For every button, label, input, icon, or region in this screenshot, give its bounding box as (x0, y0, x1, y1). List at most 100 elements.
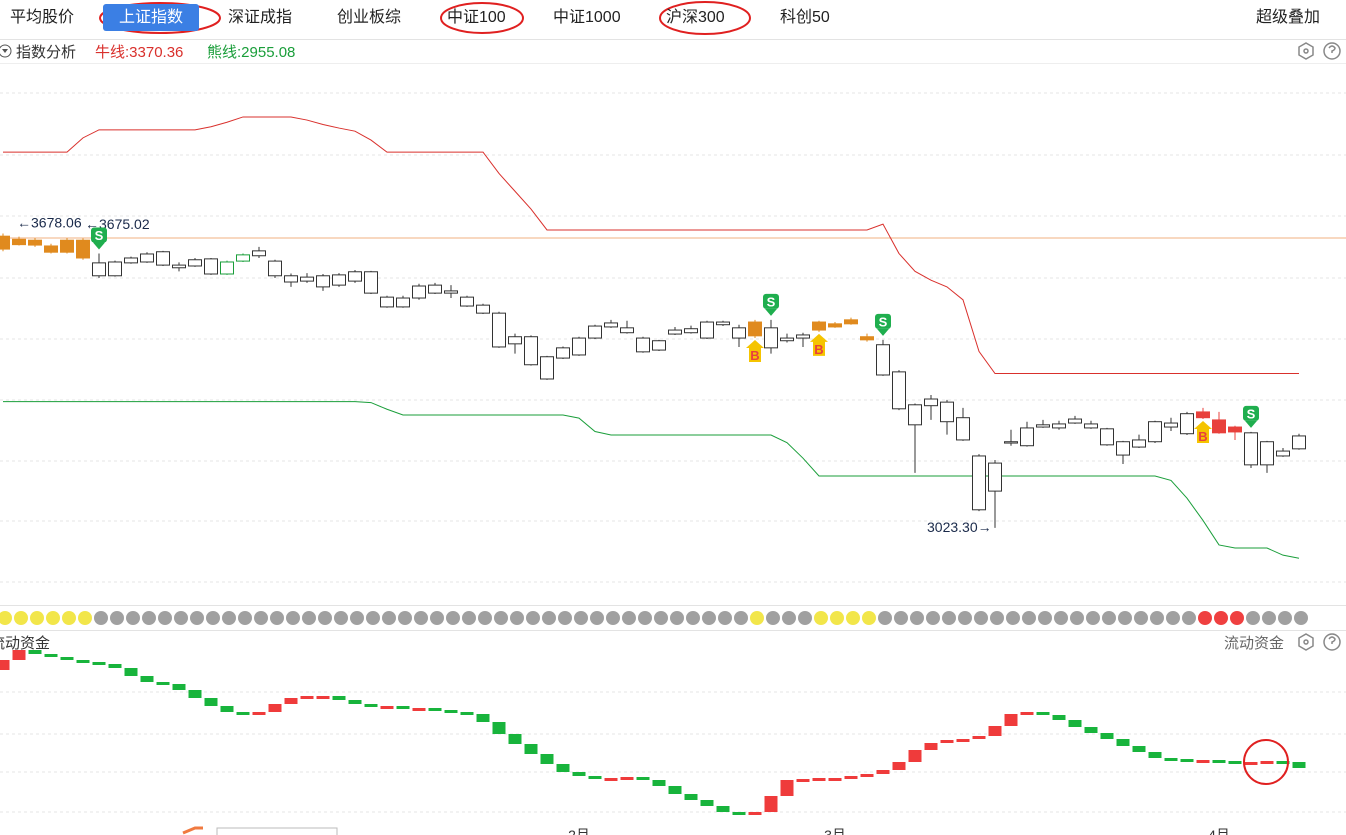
collapse-icon[interactable] (0, 44, 12, 58)
state-dot (750, 611, 764, 625)
state-dot (990, 611, 1004, 625)
flow-bar (1036, 712, 1050, 715)
candle-body (684, 328, 698, 334)
state-dot (766, 611, 780, 625)
flow-bar (460, 712, 474, 715)
state-dot (670, 611, 684, 625)
state-dot (606, 611, 620, 625)
buy-label: B (750, 348, 759, 363)
candle-body (1260, 441, 1274, 466)
flow-bar (396, 706, 410, 709)
flow-bar (764, 796, 778, 812)
state-dot (94, 611, 108, 625)
flow-bar (252, 712, 266, 715)
tab-active[interactable]: 上证指数 (103, 4, 200, 31)
tab[interactable]: 平均股价 (10, 9, 75, 26)
candle-body (1164, 422, 1178, 428)
candle-body (604, 322, 618, 328)
flow-bar (748, 812, 762, 815)
flow-bar (988, 726, 1002, 736)
candle-body (1180, 413, 1194, 435)
highlight-circles (99, 1, 1289, 785)
state-dot (1278, 611, 1292, 625)
state-dot (1022, 611, 1036, 625)
state-dot (686, 611, 700, 625)
tab[interactable]: 科创50 (780, 9, 830, 26)
flow-bar (476, 714, 490, 722)
state-dot (1230, 611, 1244, 625)
candle-body (156, 251, 170, 266)
candle-body (412, 285, 426, 299)
state-dot (1006, 611, 1020, 625)
candle-body (444, 290, 458, 294)
flow-bar (380, 706, 394, 709)
candle-body (76, 239, 90, 259)
sell-badge (91, 227, 107, 243)
candle-body (268, 260, 282, 277)
flow-bar (1100, 733, 1114, 739)
tab[interactable]: 深证成指 (228, 9, 293, 26)
candle-body (988, 462, 1002, 492)
candle-body (1244, 432, 1258, 466)
x-tick-label: 3月 (824, 827, 846, 835)
tab[interactable]: 创业板综 (337, 9, 402, 26)
flow-bar (812, 778, 826, 781)
flow-bar (908, 750, 922, 762)
state-dot (238, 611, 252, 625)
flow-bar (1260, 761, 1274, 764)
state-dot (462, 611, 476, 625)
candle-body (364, 271, 378, 294)
state-dot (1150, 611, 1164, 625)
candle-body (668, 329, 682, 335)
state-dot (46, 611, 60, 625)
candle-body (1292, 435, 1306, 450)
buy-label: B (1198, 429, 1207, 444)
state-dot (78, 611, 92, 625)
state-dot (510, 611, 524, 625)
state-dot (206, 611, 220, 625)
state-dot (734, 611, 748, 625)
flow-bar (284, 698, 298, 704)
candle-body (700, 321, 714, 339)
flow-bar (412, 708, 426, 711)
candle-body (748, 321, 762, 337)
flow-title: 流动资金 (0, 635, 50, 652)
tab[interactable]: 沪深300 (666, 9, 725, 26)
settings-icon[interactable] (1298, 633, 1314, 651)
state-dot (814, 611, 828, 625)
state-dot (1134, 611, 1148, 625)
state-dot (1070, 611, 1084, 625)
flow-bar (444, 710, 458, 713)
flow-bar (1244, 762, 1258, 765)
state-dot (174, 611, 188, 625)
state-dot (782, 611, 796, 625)
tab[interactable]: 中证100 (447, 9, 506, 26)
flow-bar (796, 779, 810, 782)
flow-bar (12, 650, 26, 660)
tab[interactable]: 超级叠加 (1256, 9, 1321, 26)
flow-bar (828, 778, 842, 781)
candle-body (876, 344, 890, 376)
state-dot (718, 611, 732, 625)
settings-icon[interactable] (1298, 42, 1314, 60)
candle-body (956, 417, 970, 441)
flow-bar (940, 740, 954, 743)
candle-body (860, 336, 874, 341)
help-icon[interactable] (1323, 42, 1341, 60)
state-dot (334, 611, 348, 625)
state-dot (126, 611, 140, 625)
flow-bar (652, 780, 666, 786)
candle-body (716, 321, 730, 326)
state-dot (1262, 611, 1276, 625)
candle-body (556, 347, 570, 359)
flow-bar (604, 778, 618, 781)
state-dot (398, 611, 412, 625)
state-dot (910, 611, 924, 625)
candle-body (460, 296, 474, 307)
tab[interactable]: 中证1000 (553, 9, 621, 26)
state-dot (638, 611, 652, 625)
state-dot (574, 611, 588, 625)
help-icon[interactable] (1323, 633, 1341, 651)
flow-title: 流动资金 (1224, 635, 1284, 652)
candle-body (428, 284, 442, 294)
